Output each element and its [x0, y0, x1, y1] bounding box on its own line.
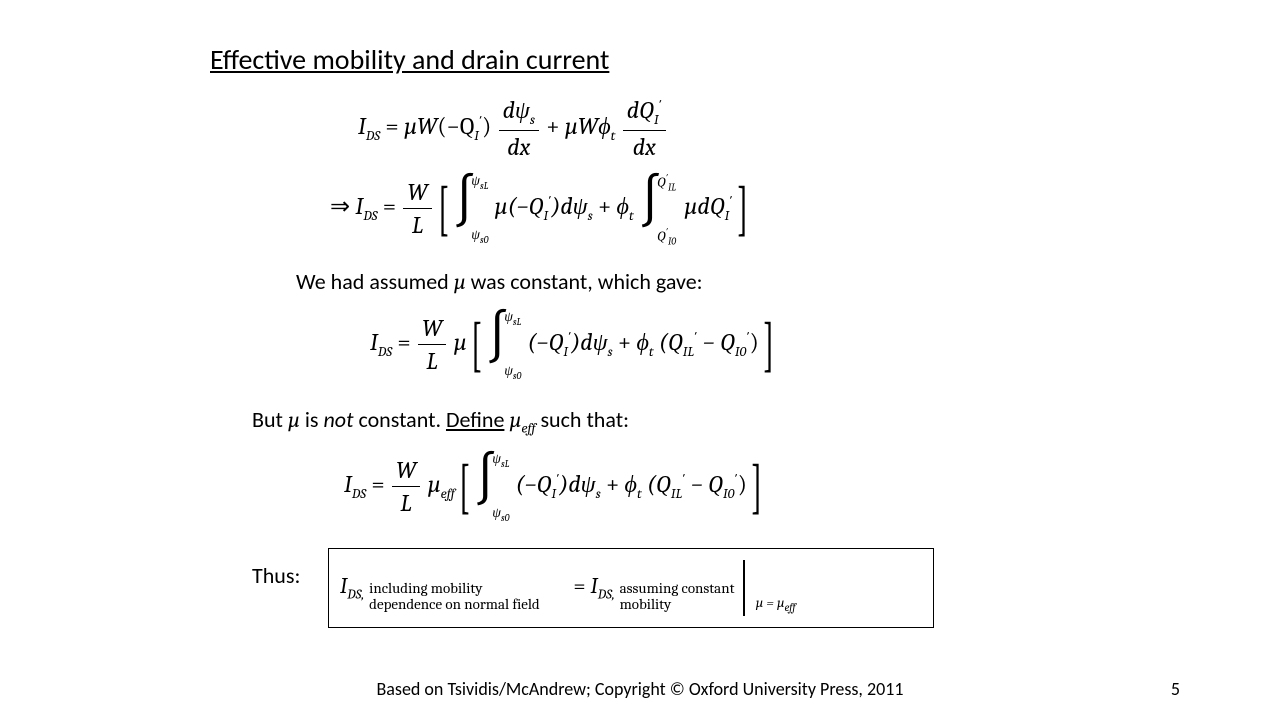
thus-label: Thus: — [252, 562, 300, 589]
eq1-frac2: dQI′ dx — [623, 96, 666, 161]
equation-2: ⇒ IDS = W L [ ∫ ψsL ψs0 µ(−QI′)dψs + ϕt … — [330, 178, 747, 239]
eq2-arrow: ⇒ — [330, 192, 355, 220]
box-eq: IDS, including mobility dependence on no… — [340, 560, 794, 616]
eq2-bracket-l: [ — [438, 179, 450, 239]
eq2-bracket-r: ] — [737, 179, 749, 239]
eq2-WL: W L — [403, 178, 431, 239]
eq3-int: ∫ ψsL ψs0 — [486, 316, 522, 374]
equation-1: IDS = µW(−QI′) dψs dx + µWϕt dQI′ dx — [358, 96, 668, 161]
textline-2: But µ is not constant. Define µeff such … — [252, 406, 629, 436]
eq3-WL: W L — [418, 314, 446, 375]
eq1-plus: + — [546, 112, 565, 140]
page-number: 5 — [1171, 678, 1180, 700]
eq1-mu2: µWϕ — [565, 112, 611, 140]
eq1-mu: µW — [404, 112, 437, 140]
eq1-lhs-sub: DS — [366, 127, 380, 144]
eq1-frac1: dψs dx — [499, 96, 539, 161]
eq4-int: ∫ ψsL ψs0 — [474, 458, 510, 516]
footer-text: Based on Tsividis/McAndrew; Copyright © … — [0, 678, 1280, 700]
eq1-phisub: t — [611, 127, 616, 144]
box-cond: µ = µeff — [756, 594, 796, 611]
slide-title: Effective mobility and drain current — [210, 42, 609, 77]
eq2-int1: ∫ ψsL ψs0 — [453, 180, 489, 238]
eq1-eq: = — [380, 112, 404, 140]
textline-1: We had assumed µ was constant, which gav… — [296, 268, 703, 295]
eq1-lhs: I — [358, 112, 366, 140]
eq1-close: ) — [482, 112, 491, 140]
box-annot2: assuming constant mobility — [620, 580, 735, 612]
equation-3: IDS = W L µ [ ∫ ψsL ψs0 (−QI′)dψs + ϕt (… — [370, 314, 773, 375]
box-vbar — [743, 560, 745, 616]
slide: Effective mobility and drain current IDS… — [0, 0, 1280, 720]
eq4-WL: W L — [392, 456, 420, 517]
box-annot1: including mobility dependence on normal … — [369, 580, 540, 612]
eq1-qsub: I — [474, 127, 479, 144]
eq2-int2: ∫ Q′IL Q′I0 — [639, 180, 679, 238]
eq1-paren: (−Q — [437, 112, 474, 140]
equation-4: IDS = W L µeff [ ∫ ψsL ψs0 (−QI′)dψs + ϕ… — [344, 456, 761, 517]
